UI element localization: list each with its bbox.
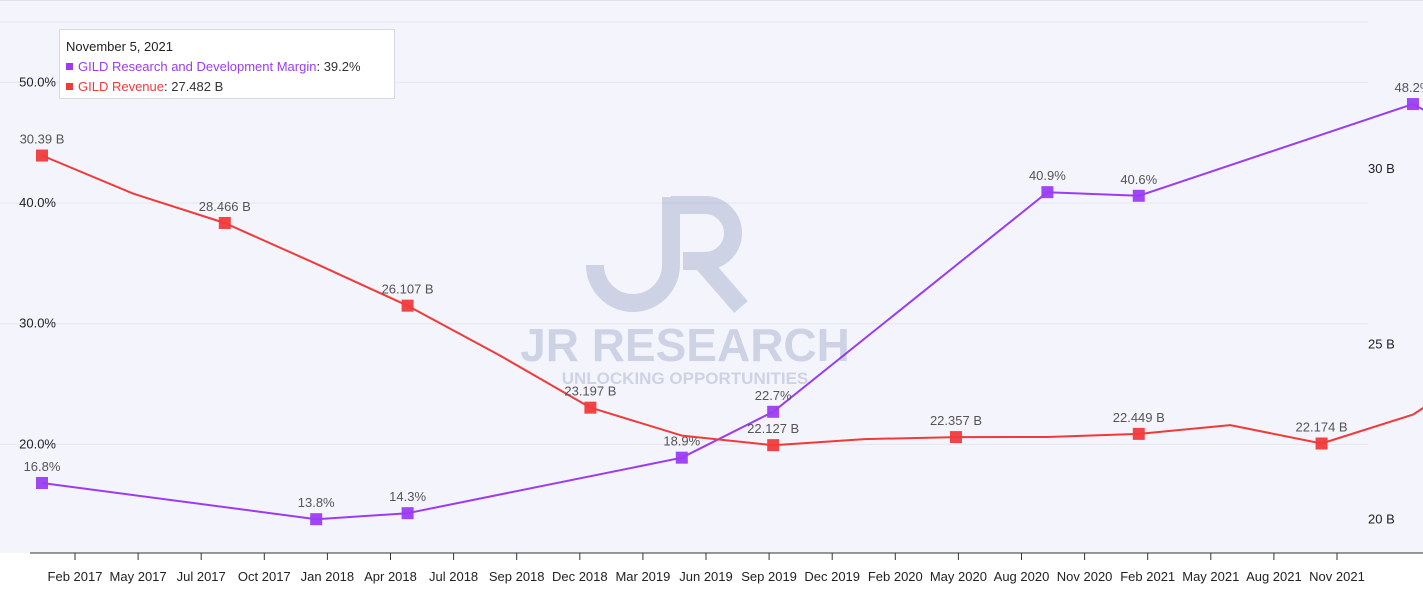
y-axis-right: 20 B 25 B 30 B: [1368, 161, 1395, 526]
x-axis: Feb 2017 May 2017 Jul 2017 Oct 2017 Jan 2018…: [48, 553, 1365, 584]
series-revenue: 30.39 B 28.466 B 26.107 B 23.197 B 22.127 B 2…: [20, 132, 1423, 452]
x-tick-label: Feb 2017: [48, 569, 103, 584]
data-point-marker: [310, 513, 323, 526]
x-tick-label: Sep 2018: [489, 569, 545, 584]
x-tick-label: May 2020: [930, 569, 987, 584]
data-point-marker: [1132, 189, 1145, 202]
data-label: 40.6%: [1120, 172, 1157, 187]
y-left-tick-label: 40.0%: [19, 195, 56, 210]
data-point-marker: [401, 507, 414, 520]
data-label: 48.2%: [1395, 80, 1423, 95]
x-tick-label: Jun 2019: [679, 569, 733, 584]
y-right-tick-label: 30 B: [1368, 161, 1395, 176]
x-tick-label: Feb 2020: [868, 569, 923, 584]
data-point-marker: [218, 216, 231, 229]
x-tick-label: Dec 2019: [804, 569, 860, 584]
y-right-tick-label: 25 B: [1368, 336, 1395, 351]
data-point-marker: [949, 431, 962, 444]
x-tick-label: May 2021: [1182, 569, 1239, 584]
data-label: 13.8%: [298, 495, 335, 510]
x-tick-label: Nov 2020: [1057, 569, 1113, 584]
data-point-marker: [675, 451, 688, 464]
y-left-tick-label: 50.0%: [19, 74, 56, 89]
y-left-tick-label: 30.0%: [19, 316, 56, 331]
x-tick-label: Jan 2018: [301, 569, 355, 584]
tooltip-series-name: GILD Revenue: [78, 79, 164, 94]
data-point-marker: [1406, 98, 1419, 111]
data-point-marker: [36, 149, 48, 162]
data-point-marker: [767, 405, 780, 418]
data-label: 16.8%: [24, 459, 61, 474]
x-tick-label: Jul 2017: [177, 569, 226, 584]
x-tick-label: Oct 2017: [238, 569, 291, 584]
data-label: 22.7%: [755, 388, 792, 403]
y-axis-left: 20.0% 30.0% 40.0% 50.0%: [19, 74, 56, 451]
tooltip-date: November 5, 2021: [66, 39, 173, 54]
series-line: [41, 154, 1423, 447]
data-point-marker: [401, 299, 414, 312]
series-rd-margin: 16.8%13.8%14.3%18.9%22.7%40.9%40.6%48.2%…: [24, 80, 1423, 526]
x-tick-label: May 2017: [110, 569, 167, 584]
data-label: 30.39 B: [20, 132, 65, 147]
series-swatch-icon: [66, 63, 73, 70]
axis-background: [0, 553, 1423, 598]
x-tick-label: Apr 2018: [364, 569, 417, 584]
series-swatch-icon: [66, 83, 73, 90]
data-label: 26.107 B: [382, 282, 434, 297]
series-line: [41, 103, 1423, 521]
x-tick-label: Dec 2018: [552, 569, 608, 584]
y-right-tick-label: 20 B: [1368, 512, 1395, 527]
series-group: 16.8%13.8%14.3%18.9%22.7%40.9%40.6%48.2%…: [20, 80, 1423, 526]
x-tick-label: Jul 2018: [429, 569, 478, 584]
data-point-marker: [584, 401, 597, 414]
tooltip-row-rd-margin: GILD Research and Development Margin: 39…: [66, 57, 388, 77]
data-label: 22.357 B: [930, 413, 982, 428]
data-point-marker: [1132, 427, 1145, 440]
data-point-marker: [1315, 437, 1328, 450]
data-label: 22.127 B: [747, 421, 799, 436]
data-label: 14.3%: [389, 489, 426, 504]
y-left-tick-label: 20.0%: [19, 436, 56, 451]
data-point-marker: [767, 439, 780, 452]
data-label: 22.174 B: [1296, 420, 1348, 435]
data-point-marker: [1041, 186, 1054, 199]
tooltip-row-revenue: GILD Revenue: 27.482 B: [66, 77, 388, 97]
x-tick-label: Feb 2021: [1120, 569, 1175, 584]
x-tick-label: Aug 2021: [1246, 569, 1302, 584]
data-label: 23.197 B: [564, 384, 616, 399]
data-point-marker: [36, 477, 48, 490]
tooltip-series-name: GILD Research and Development Margin: [78, 59, 317, 74]
x-tick-label: Nov 2021: [1309, 569, 1365, 584]
x-tick-label: Mar 2019: [615, 569, 670, 584]
data-label: 22.449 B: [1113, 410, 1165, 425]
data-label: 28.466 B: [199, 199, 251, 214]
tooltip-series-value: 39.2%: [323, 59, 361, 74]
x-tick-label: Sep 2019: [741, 569, 797, 584]
tooltip-series-value: 27.482 B: [171, 79, 224, 94]
hover-tooltip: November 5, 2021 GILD Research and Devel…: [59, 29, 395, 99]
data-label: 40.9%: [1029, 168, 1066, 183]
x-tick-label: Aug 2020: [994, 569, 1050, 584]
